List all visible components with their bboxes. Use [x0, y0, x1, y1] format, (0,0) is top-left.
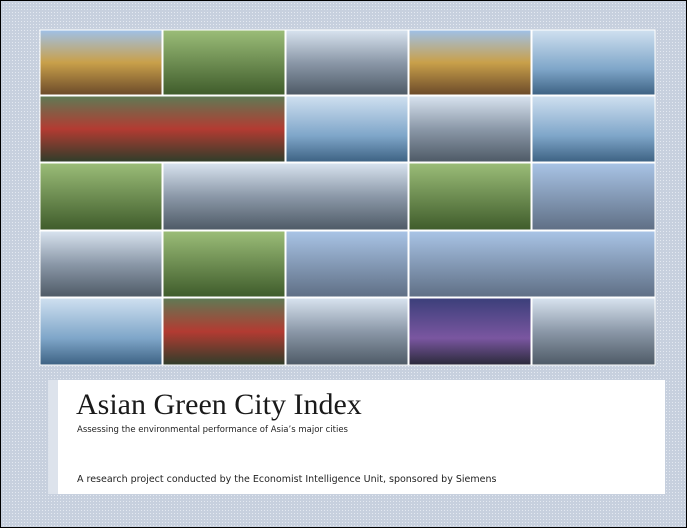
photo	[286, 30, 408, 95]
photo	[286, 298, 408, 365]
photo	[409, 163, 531, 230]
photo	[40, 163, 162, 230]
photo	[532, 96, 655, 162]
cover-title: Asian Green City Index	[76, 388, 362, 421]
photo	[286, 96, 408, 162]
cover-credit: A research project conducted by the Econ…	[77, 474, 496, 485]
photo	[163, 298, 285, 365]
cover: Asian Green City Index Assessing the env…	[0, 0, 687, 528]
photo	[163, 163, 408, 230]
photo	[532, 163, 655, 230]
photo	[40, 30, 162, 95]
photo	[40, 298, 162, 365]
photo	[163, 231, 285, 297]
photo	[409, 298, 531, 365]
photo	[163, 30, 285, 95]
photo	[409, 96, 531, 162]
photo-collage	[40, 30, 655, 365]
photo	[532, 30, 655, 95]
photo	[286, 231, 408, 297]
photo	[409, 30, 531, 95]
photo	[40, 231, 162, 297]
photo	[532, 298, 655, 365]
title-box-edge	[48, 380, 58, 494]
photo	[409, 231, 655, 297]
cover-subtitle: Assessing the environmental performance …	[77, 425, 349, 435]
page: Asian Green City Index Assessing the env…	[0, 0, 687, 528]
photo	[40, 96, 285, 162]
